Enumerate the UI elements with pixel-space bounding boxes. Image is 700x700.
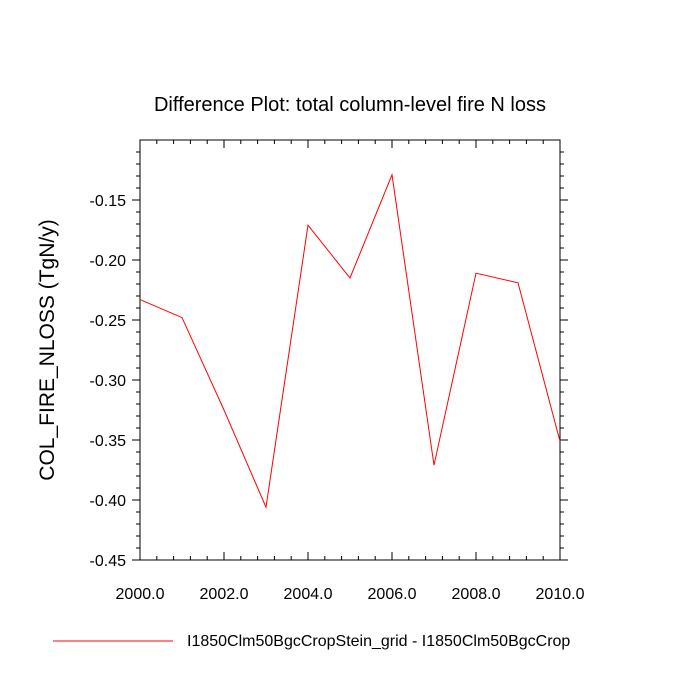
- x-tick-label: 2008.0: [452, 586, 501, 603]
- axis-tick-labels: 2000.0 2002.0 2004.0 2006.0 2008.0 2010.0 -0.4…: [90, 193, 585, 603]
- x-tick-label: 2004.0: [284, 586, 333, 603]
- x-tick-label: 2002.0: [200, 586, 249, 603]
- y-axis-label: COL_FIRE_NLOSS (TgN/y): [36, 219, 59, 480]
- axis-ticks: [132, 140, 568, 561]
- y-tick-label: -0.45: [90, 553, 127, 570]
- series-line: [139, 172, 561, 510]
- y-tick-label: -0.20: [90, 253, 127, 270]
- y-tick-label: -0.30: [90, 373, 127, 390]
- legend-label: I1850Clm50BgcCropStein_grid - I1850Clm50…: [187, 633, 570, 650]
- y-tick-label: -0.25: [90, 313, 127, 330]
- y-tick-label: -0.35: [90, 433, 127, 450]
- y-tick-label: -0.15: [90, 193, 127, 210]
- chart-title: Difference Plot: total column-level fire…: [154, 94, 546, 116]
- x-tick-label: 2010.0: [536, 586, 585, 603]
- x-tick-label: 2006.0: [368, 586, 417, 603]
- y-tick-label: -0.40: [90, 493, 127, 510]
- plot-frame: [139, 139, 561, 561]
- series-layer: [139, 172, 561, 510]
- x-tick-label: 2000.0: [116, 586, 165, 603]
